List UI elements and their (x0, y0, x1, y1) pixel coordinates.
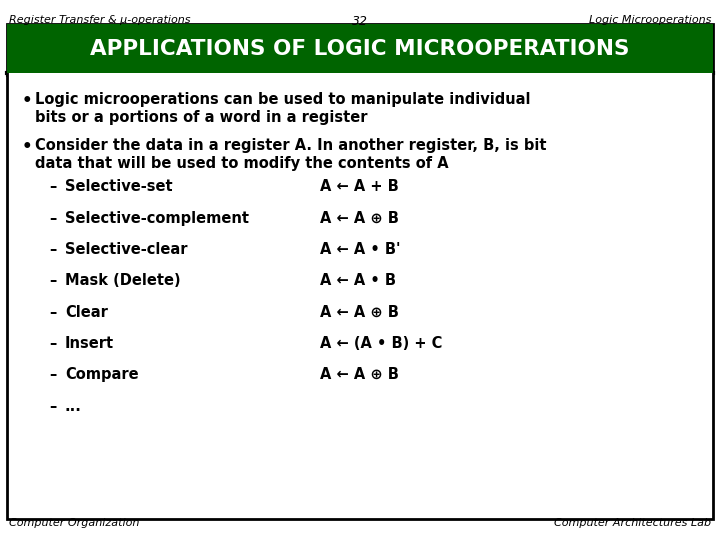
Text: –: – (49, 367, 56, 382)
Text: –: – (49, 399, 56, 414)
Text: Consider the data in a register A. In another register, B, is bit: Consider the data in a register A. In an… (35, 138, 546, 153)
Text: Selective-set: Selective-set (65, 179, 172, 194)
Text: –: – (49, 211, 56, 226)
Text: Mask (Delete): Mask (Delete) (65, 273, 181, 288)
Text: Computer Organization: Computer Organization (9, 518, 139, 528)
Text: APPLICATIONS OF LOGIC MICROOPERATIONS: APPLICATIONS OF LOGIC MICROOPERATIONS (90, 38, 630, 59)
Text: ...: ... (65, 399, 81, 414)
Text: •: • (22, 92, 32, 110)
Text: –: – (49, 179, 56, 194)
Text: Logic Microoperations: Logic Microoperations (589, 15, 711, 25)
Text: •: • (22, 138, 32, 156)
Text: bits or a portions of a word in a register: bits or a portions of a word in a regist… (35, 110, 367, 125)
Text: A ← A ⊕ B: A ← A ⊕ B (320, 367, 400, 382)
Text: Insert: Insert (65, 336, 114, 351)
Text: data that will be used to modify the contents of A: data that will be used to modify the con… (35, 156, 448, 171)
Text: Clear: Clear (65, 305, 108, 320)
Text: Compare: Compare (65, 367, 138, 382)
Text: A ← A • B: A ← A • B (320, 273, 397, 288)
Text: A ← A ⊕ B: A ← A ⊕ B (320, 305, 400, 320)
Text: 32: 32 (352, 15, 368, 28)
Text: –: – (49, 273, 56, 288)
Text: Computer Architectures Lab: Computer Architectures Lab (554, 518, 711, 528)
Text: A ← A • B': A ← A • B' (320, 242, 401, 257)
Text: A ← (A • B) + C: A ← (A • B) + C (320, 336, 443, 351)
Text: –: – (49, 305, 56, 320)
Text: A ← A ⊕ B: A ← A ⊕ B (320, 211, 400, 226)
Text: Logic microoperations can be used to manipulate individual: Logic microoperations can be used to man… (35, 92, 530, 107)
Text: Selective-clear: Selective-clear (65, 242, 187, 257)
Text: Selective-complement: Selective-complement (65, 211, 249, 226)
Text: –: – (49, 336, 56, 351)
Text: –: – (49, 242, 56, 257)
Text: A ← A + B: A ← A + B (320, 179, 399, 194)
Text: Register Transfer & μ-operations: Register Transfer & μ-operations (9, 15, 190, 25)
